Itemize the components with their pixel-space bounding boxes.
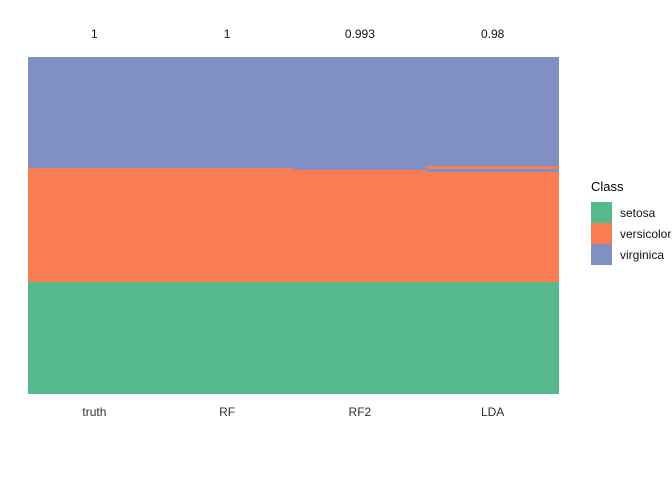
bar-column-RF2 [293, 57, 427, 394]
legend-swatch-setosa [591, 202, 612, 223]
legend-item-versicolor: versicolor [591, 223, 671, 244]
accuracy-label-RF2: 0.993 [344, 27, 375, 41]
segment-virginica [426, 168, 559, 172]
x-axis-label-truth: truth [82, 405, 107, 419]
legend-swatch-versicolor [591, 223, 612, 244]
legend-title: Class [591, 179, 624, 194]
segment-setosa [28, 282, 161, 394]
segment-virginica [426, 57, 559, 166]
plot-area [28, 57, 559, 394]
legend-label-setosa: setosa [620, 205, 656, 220]
legend-swatch-virginica [591, 244, 612, 265]
legend-label-versicolor: versicolor [620, 226, 672, 241]
bar-column-RF [160, 57, 294, 394]
legend-label-virginica: virginica [620, 247, 665, 262]
segment-versicolor [426, 171, 559, 283]
accuracy-label-truth: 1 [91, 27, 98, 41]
segment-setosa [160, 282, 294, 394]
legend-item-virginica: virginica [591, 244, 671, 265]
x-axis-label-RF: RF [219, 405, 236, 419]
x-axis-label-LDA: LDA [480, 405, 505, 419]
accuracy-labels-row: 1 1 0.993 0.98 [28, 26, 559, 42]
x-axis-labels-row: truth RF RF2 LDA [28, 404, 559, 420]
bar-column-LDA [426, 57, 559, 394]
x-axis-label-RF2: RF2 [348, 405, 372, 419]
segment-versicolor [28, 168, 161, 282]
legend-item-setosa: setosa [591, 202, 671, 223]
segment-virginica [160, 57, 294, 168]
segment-setosa [293, 282, 427, 394]
legend: Class setosa versicolor virginica [591, 180, 671, 265]
segment-versicolor [426, 165, 559, 169]
segment-virginica [293, 57, 427, 170]
accuracy-label-LDA: 0.98 [480, 27, 505, 41]
segment-virginica [28, 57, 161, 168]
bar-column-truth [28, 57, 161, 394]
accuracy-label-RF: 1 [223, 27, 231, 41]
segment-versicolor [160, 168, 294, 282]
legend-items: setosa versicolor virginica [591, 202, 671, 265]
segment-versicolor [293, 170, 427, 283]
segment-setosa [426, 282, 559, 394]
